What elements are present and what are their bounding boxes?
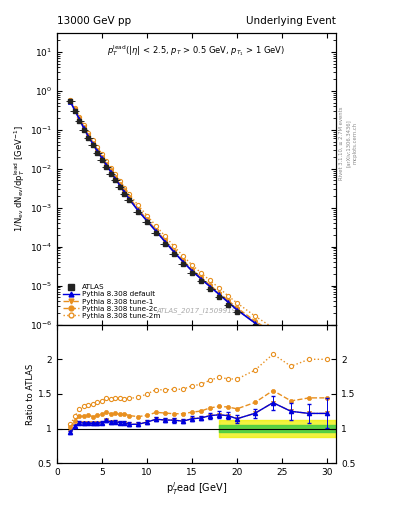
- Y-axis label: 1/N$_{\rm ev}$ dN$_{\rm ev}$/dp$_T^{\rm lead}$ [GeV$^{-1}$]: 1/N$_{\rm ev}$ dN$_{\rm ev}$/dp$_T^{\rm …: [12, 125, 27, 232]
- Y-axis label: Ratio to ATLAS: Ratio to ATLAS: [26, 364, 35, 424]
- Text: [arXiv:1306.3436]: [arXiv:1306.3436]: [346, 119, 351, 167]
- Text: $p_T^{\rm lead}$(|$\eta$| < 2.5, $p_T$ > 0.5 GeV, $p_{T_1}$ > 1 GeV): $p_T^{\rm lead}$(|$\eta$| < 2.5, $p_T$ >…: [107, 44, 286, 58]
- Legend: ATLAS, Pythia 8.308 default, Pythia 8.308 tune-1, Pythia 8.308 tune-2c, Pythia 8: ATLAS, Pythia 8.308 default, Pythia 8.30…: [61, 282, 162, 321]
- Text: 13000 GeV pp: 13000 GeV pp: [57, 15, 131, 26]
- X-axis label: p$_T^l$ead [GeV]: p$_T^l$ead [GeV]: [166, 480, 227, 497]
- Text: Underlying Event: Underlying Event: [246, 15, 336, 26]
- Text: ATLAS_2017_I1509919: ATLAS_2017_I1509919: [156, 308, 237, 314]
- Text: mcplots.cern.ch: mcplots.cern.ch: [353, 122, 358, 164]
- Text: Rivet 3.1.10, ≥ 2.7M events: Rivet 3.1.10, ≥ 2.7M events: [339, 106, 344, 180]
